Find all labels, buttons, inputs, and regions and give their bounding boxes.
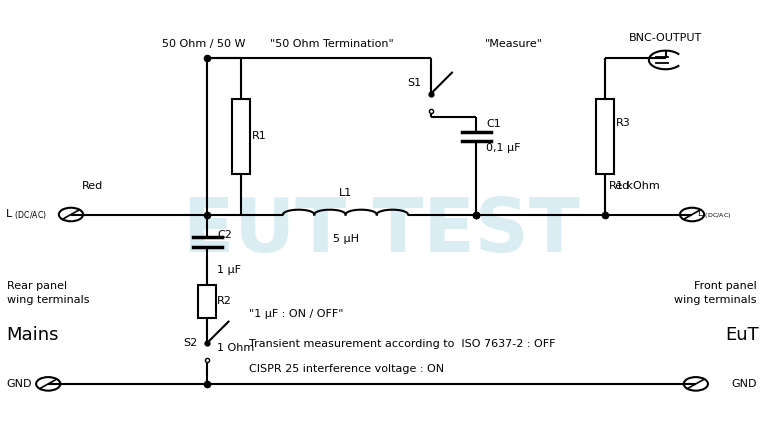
Bar	[198, 285, 217, 317]
Text: GND: GND	[7, 379, 32, 389]
Text: L1: L1	[339, 188, 353, 198]
Text: 1 kOhm: 1 kOhm	[616, 181, 659, 191]
Text: 50 Ohm / 50 W: 50 Ohm / 50 W	[162, 39, 246, 49]
Text: Transient measurement according to  ISO 7637-2 : OFF: Transient measurement according to ISO 7…	[249, 338, 555, 349]
Bar	[596, 99, 614, 174]
Bar	[232, 99, 250, 174]
Text: "Measure": "Measure"	[485, 39, 543, 49]
Text: CISPR 25 interference voltage : ON: CISPR 25 interference voltage : ON	[249, 364, 444, 374]
Text: 1 Ohm: 1 Ohm	[217, 343, 254, 353]
Text: "1 µF : ON / OFF": "1 µF : ON / OFF"	[249, 309, 343, 319]
Text: S2: S2	[183, 338, 198, 348]
Text: L $\mathregular{_{(DC/AC)}}$: L $\mathregular{_{(DC/AC)}}$	[5, 207, 47, 222]
Text: "50 Ohm Termination": "50 Ohm Termination"	[270, 39, 394, 49]
Text: Red: Red	[609, 181, 630, 191]
Text: R3: R3	[616, 118, 630, 128]
Text: BNC-OUTPUT: BNC-OUTPUT	[629, 33, 702, 43]
Text: Front panel
wing terminals: Front panel wing terminals	[674, 281, 756, 305]
Text: Red: Red	[82, 181, 104, 191]
Text: Mains: Mains	[7, 326, 59, 344]
Text: R1: R1	[252, 131, 267, 141]
Text: C2: C2	[217, 230, 232, 240]
Text: EuT: EuT	[725, 326, 758, 344]
Text: 1 µF: 1 µF	[217, 265, 241, 275]
Text: 5 µH: 5 µH	[333, 233, 359, 244]
Text: GND: GND	[731, 379, 756, 389]
Text: S1: S1	[407, 78, 422, 88]
Text: EUT TEST: EUT TEST	[183, 195, 580, 268]
Text: L $\mathregular{_{(DC/AC)}}$: L $\mathregular{_{(DC/AC)}}$	[697, 208, 732, 221]
Text: Rear panel
wing terminals: Rear panel wing terminals	[7, 281, 89, 305]
Text: R2: R2	[217, 296, 232, 306]
Text: 0,1 µF: 0,1 µF	[486, 142, 520, 153]
Text: C1: C1	[486, 118, 501, 129]
